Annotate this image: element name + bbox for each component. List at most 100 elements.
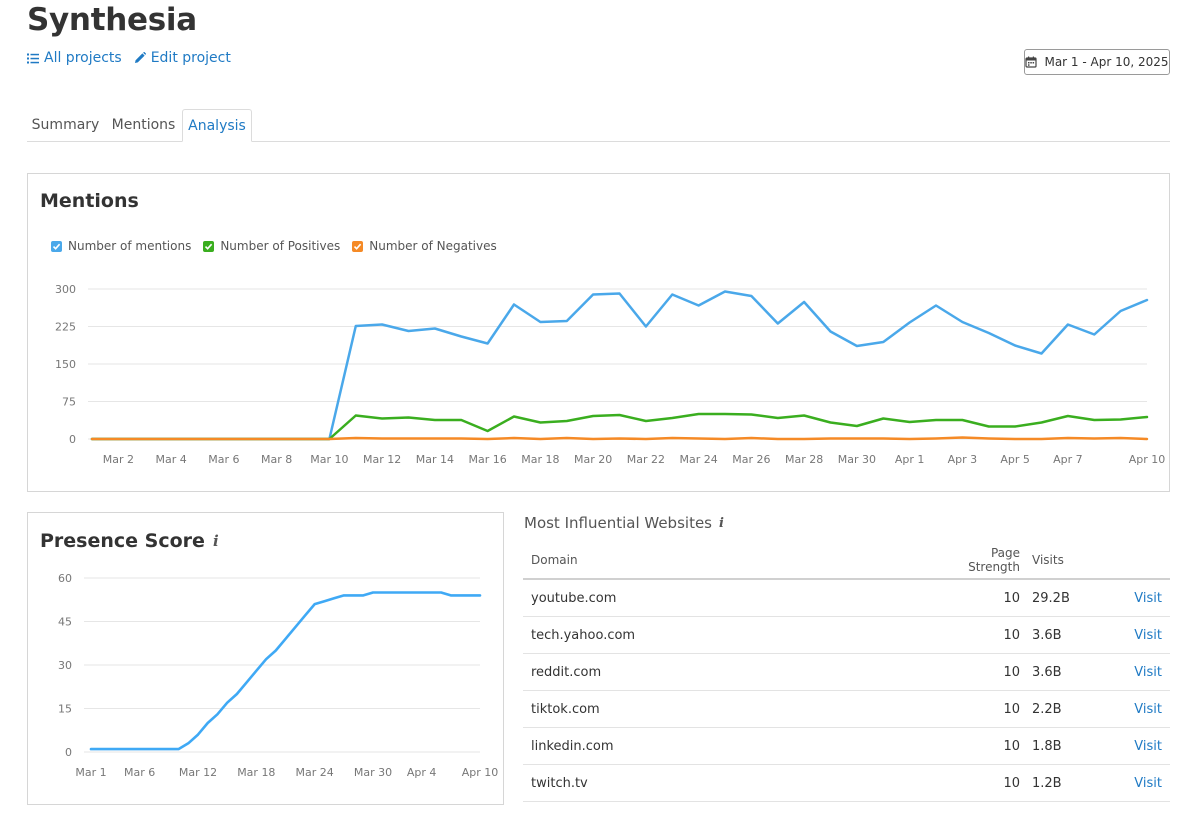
visit-link[interactable]: Visit xyxy=(1134,627,1162,643)
info-icon[interactable]: i xyxy=(212,532,219,550)
x-tick-label: Mar 12 xyxy=(179,766,217,779)
page-strength-cell: 10 xyxy=(940,764,1032,802)
websites-heading: Most Influential Websites i xyxy=(524,514,724,532)
mentions-panel: Mentions Number of mentions Number of Po… xyxy=(27,173,1170,492)
date-range-label: Mar 1 - Apr 10, 2025 xyxy=(1044,55,1169,69)
project-links: All projects Edit project xyxy=(27,50,231,66)
x-tick-label: Mar 30 xyxy=(354,766,392,779)
visit-cell: Visit xyxy=(1102,727,1170,765)
legend-item-mentions[interactable]: Number of mentions xyxy=(51,239,191,253)
visit-link[interactable]: Visit xyxy=(1134,775,1162,791)
tab-summary[interactable]: Summary xyxy=(31,117,100,133)
x-tick-label: Mar 6 xyxy=(124,766,155,779)
x-tick-label: Mar 10 xyxy=(310,453,348,466)
domain-cell: reddit.com xyxy=(523,653,940,691)
table-row: tiktok.com 10 2.2B Visit xyxy=(523,690,1170,728)
y-tick-label: 150 xyxy=(55,358,76,371)
x-tick-label: Mar 22 xyxy=(627,453,665,466)
checkbox-checked-icon xyxy=(352,240,364,252)
visit-link[interactable]: Visit xyxy=(1134,738,1162,754)
visit-cell: Visit xyxy=(1102,690,1170,728)
series-line xyxy=(90,436,1149,441)
x-tick-label: Apr 10 xyxy=(462,766,499,779)
y-tick-label: 0 xyxy=(69,433,76,446)
websites-title: Most Influential Websites xyxy=(524,514,712,532)
y-tick-label: 45 xyxy=(58,616,72,629)
y-tick-label: 225 xyxy=(55,321,76,334)
table-row: youtube.com 10 29.2B Visit xyxy=(523,579,1170,617)
visits-cell: 3.6B xyxy=(1032,653,1102,691)
x-tick-label: Mar 24 xyxy=(680,453,718,466)
page-strength-cell: 10 xyxy=(940,653,1032,691)
grid xyxy=(84,577,480,753)
domain-cell: twitch.tv xyxy=(523,764,940,802)
tab-bar: Summary Mentions Analysis xyxy=(27,109,1170,142)
domain-cell: tiktok.com xyxy=(523,690,940,728)
table-row: linkedin.com 10 1.8B Visit xyxy=(523,727,1170,765)
visit-cell: Visit xyxy=(1102,764,1170,802)
visits-cell: 1.2B xyxy=(1032,764,1102,802)
websites-table: Domain Page Strength Visits youtube.com 1… xyxy=(523,542,1170,802)
series-line xyxy=(90,412,1149,441)
mentions-chart: 0 75 150 225 300 Mar 2 Mar 4 Mar 6 Mar 8 Mar 10 Ma… xyxy=(55,283,1166,466)
grid xyxy=(88,288,1147,440)
edit-project-link[interactable]: Edit project xyxy=(134,50,231,66)
x-tick-label: Mar 8 xyxy=(261,453,292,466)
legend-label: Number of Positives xyxy=(220,239,341,253)
info-icon[interactable]: i xyxy=(719,515,724,531)
x-tick-label: Mar 30 xyxy=(838,453,876,466)
x-tick-label: Mar 12 xyxy=(363,453,401,466)
page-strength-cell: 10 xyxy=(940,727,1032,765)
x-tick-label: Mar 26 xyxy=(732,453,770,466)
presence-score-chart: 0 15 30 45 60 Mar 1 Mar 6 Mar 12 Mar 18 Mar 24 Mar… xyxy=(58,572,499,779)
y-tick-label: 15 xyxy=(58,703,72,716)
presence-score-title: Presence Score xyxy=(40,530,205,552)
column-header-visits: Visits xyxy=(1032,542,1102,580)
edit-project-label: Edit project xyxy=(150,50,231,66)
x-tick-label: Apr 5 xyxy=(1000,453,1030,466)
domain-cell: linkedin.com xyxy=(523,727,940,765)
tab-analysis[interactable]: Analysis xyxy=(182,109,252,142)
checkbox-checked-icon xyxy=(203,240,215,252)
legend-item-negatives[interactable]: Number of Negatives xyxy=(352,239,497,253)
x-tick-label: Mar 2 xyxy=(103,453,134,466)
x-tick-label: Mar 6 xyxy=(208,453,239,466)
y-tick-label: 0 xyxy=(65,746,72,759)
legend-label: Number of mentions xyxy=(68,239,192,253)
x-tick-label: Mar 16 xyxy=(469,453,507,466)
page-strength-cell: 10 xyxy=(940,579,1032,617)
page-strength-cell: 10 xyxy=(940,690,1032,728)
visits-cell: 29.2B xyxy=(1032,579,1102,617)
x-tick-label: Mar 28 xyxy=(785,453,823,466)
x-tick-label: Apr 10 xyxy=(1129,453,1166,466)
visits-cell: 2.2B xyxy=(1032,690,1102,728)
tab-mentions[interactable]: Mentions xyxy=(111,117,176,133)
x-tick-label: Apr 3 xyxy=(948,453,978,466)
table-row: reddit.com 10 3.6B Visit xyxy=(523,653,1170,691)
all-projects-link[interactable]: All projects xyxy=(27,50,122,66)
page-strength-cell: 10 xyxy=(940,616,1032,654)
visit-link[interactable]: Visit xyxy=(1134,701,1162,717)
date-range-button[interactable]: Mar 1 - Apr 10, 2025 xyxy=(1024,49,1170,75)
y-tick-label: 60 xyxy=(58,572,72,585)
calendar-icon xyxy=(1025,56,1038,68)
domain-cell: youtube.com xyxy=(523,579,940,617)
mentions-legend: Number of mentions Number of Positives N… xyxy=(51,239,497,253)
series-line xyxy=(89,591,482,751)
visit-cell: Visit xyxy=(1102,653,1170,691)
x-tick-label: Mar 18 xyxy=(521,453,559,466)
table-row: tech.yahoo.com 10 3.6B Visit xyxy=(523,616,1170,654)
column-header-domain: Domain xyxy=(523,542,940,580)
checkbox-checked-icon xyxy=(51,240,62,252)
y-tick-label: 30 xyxy=(58,659,72,672)
column-header-page-strength: Page Strength xyxy=(940,542,1032,580)
legend-item-positives[interactable]: Number of Positives xyxy=(203,239,340,253)
pencil-icon xyxy=(134,52,146,63)
legend-label: Number of Negatives xyxy=(369,239,497,253)
mentions-title: Mentions xyxy=(40,190,139,212)
domain-cell: tech.yahoo.com xyxy=(523,616,940,654)
x-tick-label: Mar 4 xyxy=(156,453,187,466)
table-header-row: Domain Page Strength Visits xyxy=(523,542,1170,580)
visit-link[interactable]: Visit xyxy=(1134,664,1162,680)
visit-link[interactable]: Visit xyxy=(1134,590,1162,606)
